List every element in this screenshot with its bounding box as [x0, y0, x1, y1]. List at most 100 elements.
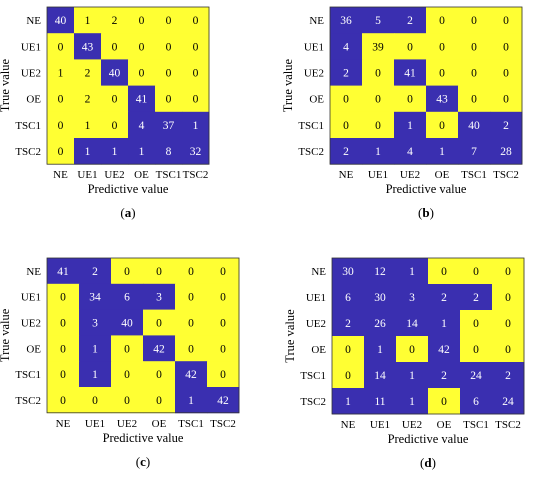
- cell-value: 0: [439, 68, 445, 80]
- matrix-border: [46, 257, 240, 414]
- matrix-cell: [143, 258, 176, 285]
- cell-value: 26: [374, 318, 386, 330]
- matrix-cell: [426, 33, 459, 60]
- matrix-cell: [332, 362, 365, 389]
- cell-value: 0: [439, 15, 445, 27]
- matrix-cell: [396, 258, 429, 285]
- x-tick-label: UE2: [400, 169, 420, 181]
- y-tick-label: OE: [309, 94, 324, 106]
- matrix-cell: [330, 59, 363, 86]
- matrix-cell: [490, 138, 523, 165]
- matrix-cell: [207, 309, 240, 336]
- cell-value: 0: [58, 94, 64, 106]
- matrix-cell: [490, 33, 523, 60]
- matrix-cell: [182, 7, 210, 34]
- x-tick-label: NE: [341, 419, 356, 431]
- matrix-cell: [362, 7, 395, 34]
- matrix-cell: [426, 85, 459, 113]
- matrix-cell: [458, 138, 491, 165]
- cell-value: 2: [503, 120, 509, 132]
- matrix-cell: [47, 309, 80, 336]
- matrix-cell: [362, 33, 395, 60]
- cell-value: 0: [220, 318, 226, 330]
- cell-value: 0: [343, 120, 349, 132]
- matrix-cell: [175, 387, 208, 414]
- y-tick-label: TSC1: [15, 120, 41, 132]
- matrix-cell: [394, 7, 427, 34]
- y-tick-label: UE2: [21, 318, 41, 330]
- cell-value: 0: [505, 266, 511, 278]
- matrix-cell: [460, 388, 493, 415]
- cell-value: 0: [345, 370, 351, 382]
- cell-value: 0: [441, 396, 447, 408]
- matrix-cell: [143, 361, 176, 388]
- cell-value: 2: [345, 318, 351, 330]
- x-tick-label: TSC2: [183, 169, 209, 181]
- matrix-cell: [143, 335, 176, 362]
- cell-value: 1: [58, 68, 64, 80]
- cell-value: 12: [374, 266, 386, 278]
- cell-value: 0: [166, 15, 172, 27]
- cell-value: 1: [345, 396, 351, 408]
- matrix-cell: [143, 387, 176, 414]
- x-tick-label: NE: [56, 418, 71, 430]
- x-tick-label: OE: [152, 418, 167, 430]
- matrix-cell: [458, 33, 491, 60]
- matrix-cell: [111, 309, 144, 336]
- matrix-cell: [364, 336, 397, 363]
- matrix-cell: [332, 336, 365, 363]
- cell-value: 24: [470, 370, 482, 382]
- cell-value: 0: [503, 15, 509, 27]
- matrix-cell: [330, 7, 363, 34]
- cell-value: 8: [166, 146, 172, 158]
- cell-value: 42: [217, 395, 229, 407]
- cell-value: 0: [188, 292, 194, 304]
- matrix-cell: [460, 310, 493, 337]
- cell-value: 0: [343, 94, 349, 106]
- cell-value: 0: [156, 266, 162, 278]
- matrix-cell: [426, 7, 459, 34]
- cell-value: 14: [374, 370, 386, 382]
- y-tick-label: TSC2: [300, 396, 326, 408]
- cell-value: 34: [89, 292, 101, 304]
- matrix-cell: [207, 387, 240, 414]
- matrix-cell: [428, 388, 461, 415]
- cell-value: 2: [343, 68, 349, 80]
- cell-value: 41: [136, 94, 148, 106]
- matrix-cell: [490, 7, 523, 34]
- matrix-cell: [364, 284, 397, 311]
- cell-value: 0: [503, 41, 509, 53]
- cell-value: 28: [500, 146, 512, 158]
- y-tick-label: UE1: [306, 292, 326, 304]
- cell-value: 2: [92, 266, 98, 278]
- cell-value: 1: [139, 146, 145, 158]
- matrix-cell: [101, 138, 129, 165]
- cell-value: 0: [375, 68, 381, 80]
- cell-value: 42: [185, 369, 197, 381]
- y-tick-label: OE: [311, 344, 326, 356]
- matrix-cell: [47, 335, 80, 362]
- cell-value: 36: [340, 15, 352, 27]
- cell-value: 2: [441, 370, 447, 382]
- matrix-cell: [79, 387, 112, 414]
- matrix-cell: [207, 361, 240, 388]
- matrix-cell: [362, 85, 395, 113]
- cell-value: 0: [441, 266, 447, 278]
- cell-value: 0: [188, 343, 194, 355]
- x-tick-label: UE1: [368, 169, 388, 181]
- matrix-cell: [143, 309, 176, 336]
- cell-value: 0: [220, 369, 226, 381]
- matrix-cell: [362, 111, 395, 139]
- matrix-cell: [79, 258, 112, 285]
- y-tick-label: NE: [26, 266, 41, 278]
- cell-value: 2: [407, 15, 413, 27]
- cell-value: 1: [188, 395, 194, 407]
- cell-value: 40: [468, 120, 480, 132]
- matrix-cell: [492, 362, 525, 389]
- matrix-cell: [128, 59, 156, 86]
- matrix-cell: [492, 258, 525, 285]
- cell-value: 7: [471, 146, 477, 158]
- cell-value: 1: [85, 120, 91, 132]
- cell-value: 1: [85, 146, 91, 158]
